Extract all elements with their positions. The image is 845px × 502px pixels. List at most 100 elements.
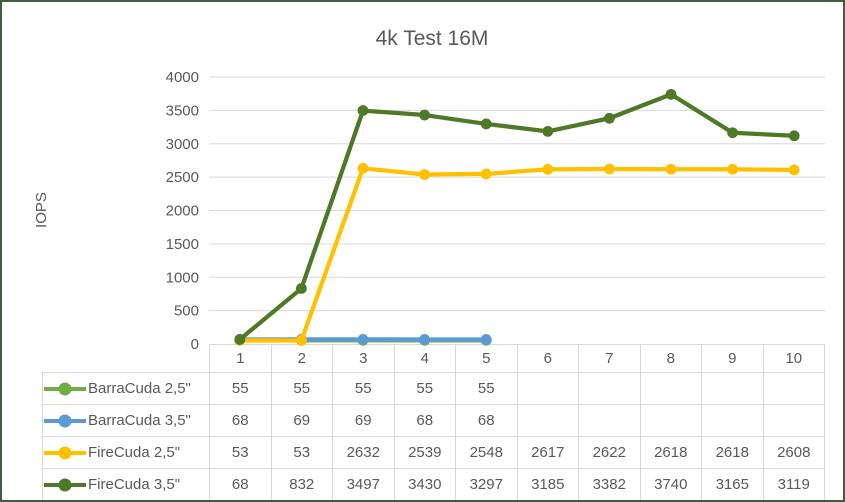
value-cell [763, 373, 825, 405]
x-axis-label: 9 [702, 345, 764, 372]
value-cell: 2618 [640, 437, 702, 469]
y-axis-tick-label: 3000 [166, 136, 199, 153]
table-row: FireCuda 2,5" 53 53 2632 2539 2548 2617 2622 261… [43, 437, 825, 469]
x-axis-label: 7 [579, 345, 641, 372]
value-cell: 2632 [333, 437, 395, 469]
series-marker-2 [727, 163, 738, 175]
series-marker-2 [480, 168, 492, 180]
value-cell [517, 405, 579, 437]
value-cell: 55 [271, 373, 333, 405]
data-table: BarraCuda 2,5" 55 55 55 55 55 BarraCuda 3,5" 68… [42, 372, 825, 500]
series-marker-3 [604, 112, 615, 124]
legend-marker-icon [58, 446, 72, 459]
value-cell: 55 [394, 373, 456, 405]
value-cell: 832 [272, 469, 333, 500]
x-axis-label: 3 [333, 345, 395, 372]
series-marker-3 [480, 118, 492, 130]
legend-cell: FireCuda 2,5" [43, 437, 210, 469]
table-row: FireCuda 3,5" 68 832 3497 3430 3297 3185 3382 37… [43, 469, 825, 500]
series-marker-2 [788, 164, 800, 176]
value-cell: 2617 [517, 437, 579, 469]
value-cell [640, 405, 702, 437]
value-cell: 3297 [456, 469, 518, 500]
legend-cell: BarraCuda 3,5" [43, 405, 210, 437]
value-cell: 2618 [702, 437, 764, 469]
value-cell: 2608 [763, 437, 825, 469]
value-cell: 2539 [394, 437, 456, 469]
value-cell: 3185 [518, 469, 579, 500]
value-cell: 53 [271, 437, 333, 469]
legend-cell: BarraCuda 2,5" [43, 373, 210, 405]
x-axis-label: 2 [272, 345, 333, 372]
value-cell: 2548 [456, 437, 518, 469]
value-cell: 68 [456, 405, 518, 437]
y-axis-title: IOPS [33, 192, 50, 228]
y-axis-tick-label: 0 [191, 336, 199, 353]
x-axis-label: 8 [641, 345, 702, 372]
series-marker-3 [357, 105, 369, 116]
value-cell: 55 [456, 373, 518, 405]
value-cell [763, 405, 825, 437]
x-axis-label: 5 [456, 345, 518, 372]
legend-key-line-icon [44, 414, 86, 427]
legend-marker-icon [58, 478, 72, 491]
y-axis-tick-label: 2500 [166, 169, 199, 186]
series-marker-2 [419, 169, 430, 180]
series-marker-3 [419, 109, 430, 121]
x-axis-label: 10 [764, 345, 825, 372]
series-line-3 [237, 92, 797, 342]
series-marker-2 [604, 163, 615, 175]
value-cell: 3119 [764, 469, 825, 500]
value-cell: 55 [210, 373, 272, 405]
legend-cell: FireCuda 3,5" [43, 469, 210, 500]
value-cell: 53 [210, 437, 272, 469]
series-marker-2 [542, 163, 554, 175]
y-axis-tick-label: 1500 [166, 236, 199, 253]
legend-key-line-icon [44, 382, 86, 395]
x-axis-label: 6 [518, 345, 579, 372]
x-axis-header-row: 1 2 3 4 5 6 7 8 9 10 [209, 344, 825, 372]
legend-key-line-icon [44, 446, 86, 459]
series-marker-3 [665, 88, 677, 100]
value-cell: 68 [394, 405, 456, 437]
value-cell: 3430 [395, 469, 456, 500]
value-cell [702, 405, 764, 437]
value-cell: 2622 [579, 437, 641, 469]
value-cell [579, 373, 641, 405]
table-row: BarraCuda 2,5" 55 55 55 55 55 [43, 373, 825, 405]
table-row: BarraCuda 3,5" 68 69 69 68 68 [43, 405, 825, 437]
series-label: BarraCuda 3,5" [88, 412, 191, 429]
y-axis-tick-label: 4000 [166, 69, 199, 86]
x-axis-label: 1 [210, 345, 272, 372]
series-marker-3 [542, 126, 554, 137]
value-cell [517, 373, 579, 405]
legend-marker-icon [58, 382, 72, 395]
y-axis-tick-label: 3500 [166, 102, 199, 119]
value-cell: 68 [210, 469, 272, 500]
legend-marker-icon [58, 414, 72, 427]
value-cell [702, 373, 764, 405]
series-line-2 [237, 166, 797, 343]
plot-area: 0 500 1000 1500 2000 2500 3000 3500 4000 IOPS [33, 69, 825, 353]
value-cell: 68 [210, 405, 272, 437]
series-label: FireCuda 2,5" [88, 444, 181, 461]
legend-key-line-icon [44, 478, 86, 491]
value-cell: 3740 [641, 469, 702, 500]
value-cell: 69 [271, 405, 333, 437]
series-marker-3 [296, 283, 307, 294]
series-label: FireCuda 3,5" [88, 476, 181, 493]
series-marker-3 [788, 130, 800, 142]
series-marker-2 [665, 163, 677, 175]
series-marker-3 [727, 127, 738, 139]
value-cell: 3497 [333, 469, 395, 500]
value-cell: 55 [333, 373, 395, 405]
series-label: BarraCuda 2,5" [88, 380, 191, 397]
value-cell: 3382 [579, 469, 641, 500]
y-axis-tick-label: 2000 [166, 203, 199, 220]
chart-title: 4k Test 16M [375, 27, 489, 50]
value-cell [640, 373, 702, 405]
value-cell [579, 405, 641, 437]
series-marker-2 [357, 162, 369, 174]
y-axis-tick-label: 500 [174, 303, 199, 320]
